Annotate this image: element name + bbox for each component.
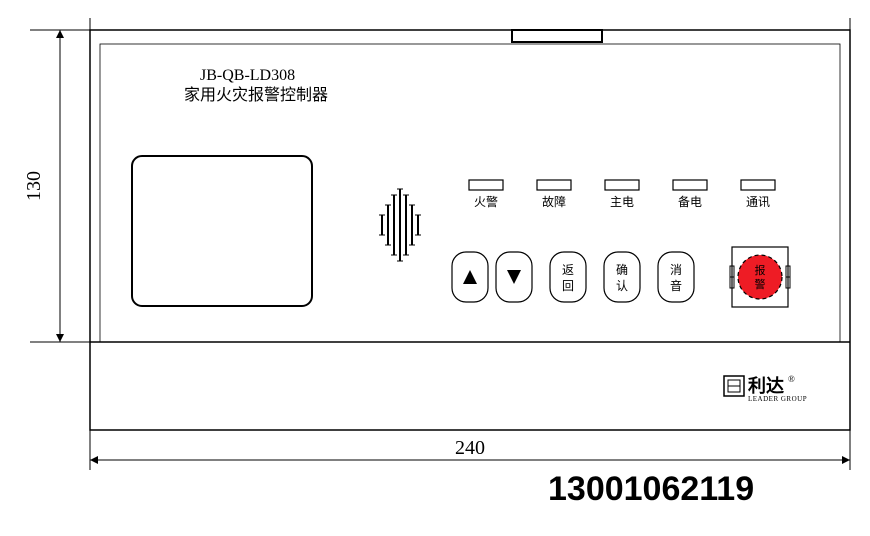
led-indicator [537, 180, 571, 190]
speaker-icon [379, 189, 421, 261]
top-slot [512, 30, 602, 42]
arrow-up-icon [463, 270, 477, 284]
phone-number: 13001062119 [548, 470, 754, 508]
dim-height-label: 130 [23, 171, 45, 201]
button-label: 消 [670, 263, 682, 277]
alarm-indicator-icon [738, 255, 782, 299]
alarm-label: 报 [755, 263, 766, 277]
led-label: 故障 [542, 194, 566, 209]
button-label: 返 [562, 263, 574, 277]
arrow-down-icon [507, 270, 521, 284]
product-name: 家用火灾报警控制器 [184, 86, 328, 104]
brand-name-en: LEADER GROUP [748, 395, 807, 403]
confirm-button[interactable] [604, 252, 640, 302]
brand-logo: 利达 ® LEADER GROUP [724, 374, 807, 403]
led-label: 通讯 [746, 195, 770, 209]
button-label: 确 [616, 263, 628, 277]
brand-reg: ® [788, 374, 795, 384]
back-button[interactable] [550, 252, 586, 302]
led-label: 主电 [610, 195, 634, 209]
brand-name-zh: 利达 [748, 375, 784, 396]
led-indicator [605, 180, 639, 190]
model-number: JB-QB-LD308 [200, 67, 295, 84]
button-label: 认 [616, 279, 628, 293]
button-label: 音 [670, 278, 682, 293]
led-indicator [741, 180, 775, 190]
button-label: 回 [562, 279, 574, 293]
led-indicator [673, 180, 707, 190]
dim-width-label: 240 [455, 437, 485, 459]
led-label: 火警 [474, 194, 498, 209]
display-screen [132, 156, 312, 306]
led-indicator [469, 180, 503, 190]
alarm-label: 警 [755, 277, 766, 291]
led-label: 备电 [678, 195, 702, 209]
mute-button[interactable] [658, 252, 694, 302]
